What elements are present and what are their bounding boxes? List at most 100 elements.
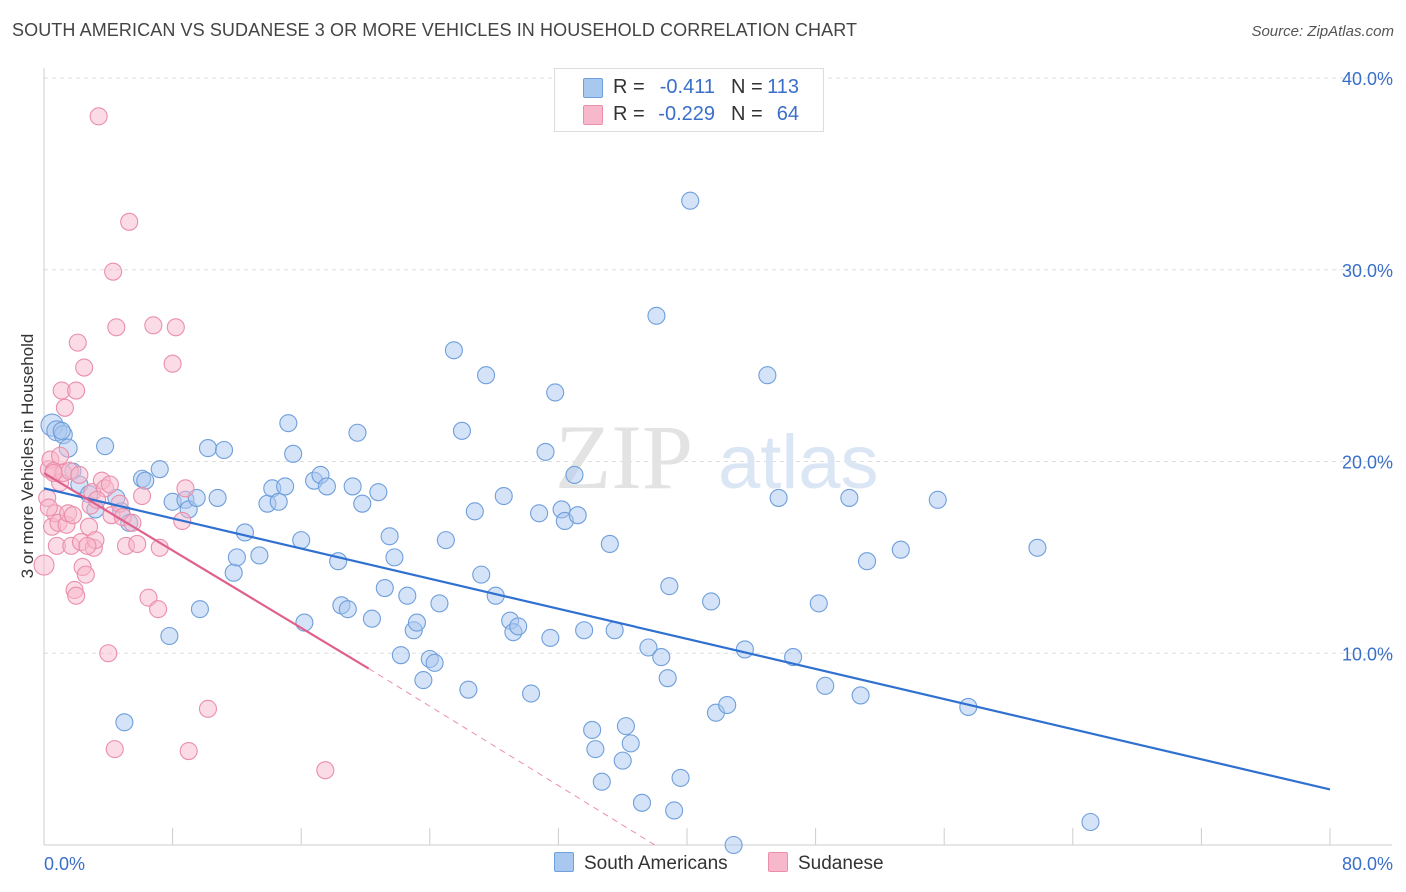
south-american-point (362, 609, 381, 628)
sudanese-trendline (43, 472, 370, 670)
y-axis-label: 3 or more Vehicles in Household (18, 333, 37, 579)
legend-item-sudanese[interactable]: Sudanese (768, 852, 884, 876)
sudanese-point (105, 740, 124, 759)
y-tick-label: 40.0% (1342, 69, 1393, 89)
points-layer (33, 107, 1100, 855)
south-american-point (430, 594, 449, 613)
legend-label: South Americans (584, 853, 728, 874)
south-american-point (276, 477, 295, 496)
south-american-point (208, 488, 227, 507)
tick-label-layer: 10.0% 20.0% 30.0% 40.0% 0.0% 80.0% (44, 69, 1393, 874)
south-american-point (190, 600, 209, 619)
south-american-point (235, 523, 254, 542)
r-value: -0.411 (659, 76, 715, 98)
n-value: 64 (776, 103, 799, 125)
legend-item-south-americans[interactable]: South Americans (554, 852, 728, 876)
sudanese-point (76, 565, 95, 584)
south-american-point (269, 492, 288, 511)
sudanese-point (67, 586, 86, 605)
south-american-point (414, 671, 433, 690)
south-american-point (702, 592, 721, 611)
south-american-point (840, 488, 859, 507)
sudanese-point (55, 398, 74, 417)
grid-layer (44, 77, 1392, 654)
south-american-point (52, 421, 71, 440)
sudanese-point (78, 536, 97, 555)
sudanese-trendline-extension (368, 668, 656, 846)
sudanese-point (179, 741, 198, 761)
y-tick-label: 10.0% (1342, 644, 1393, 664)
south-american-point (568, 506, 587, 525)
n-label: N = (731, 103, 763, 125)
sudanese-point (107, 318, 126, 337)
south-american-point (891, 540, 910, 559)
south-american-point (600, 534, 619, 554)
south-american-point (928, 490, 947, 509)
sudanese-point (67, 381, 86, 400)
south-american-point (1028, 538, 1047, 557)
sudanese-point (128, 534, 147, 554)
south-american-point (436, 531, 455, 550)
sudanese-point (166, 318, 185, 337)
sudanese-point (51, 446, 70, 465)
south-american-point (375, 579, 394, 598)
south-american-point (348, 423, 367, 442)
south-american-point (452, 421, 472, 440)
blue-swatch (554, 852, 574, 872)
south-american-point (816, 676, 835, 695)
south-american-point (224, 563, 243, 582)
south-american-point (613, 751, 632, 770)
stats-box: R = -0.411 N = 113 R = -0.229 N = 64 (554, 68, 824, 132)
sudanese-point (144, 316, 163, 335)
legend-label: Sudanese (798, 853, 884, 874)
south-american-point (250, 546, 269, 565)
south-american-point (530, 504, 549, 523)
south-american-point (459, 680, 478, 699)
blue-swatch (583, 78, 603, 98)
south-american-point (665, 801, 684, 820)
n-value: 113 (767, 76, 799, 98)
south-american-point (536, 442, 555, 461)
sudanese-point (33, 554, 55, 576)
watermark: ZIP (555, 406, 693, 508)
r-value: -0.229 (658, 103, 715, 125)
south-american-point (214, 440, 234, 460)
south-american-point (477, 366, 496, 385)
south-american-point (343, 477, 362, 496)
south-american-point (660, 577, 679, 596)
south-american-point (353, 494, 372, 513)
south-american-point (317, 477, 336, 496)
south-american-point (652, 648, 671, 667)
south-american-point (338, 600, 357, 619)
x-tick-label: 80.0% (1342, 854, 1393, 874)
south-american-point (284, 444, 303, 463)
y-tick-label: 30.0% (1342, 261, 1393, 281)
source-label: Source: ZipAtlas.com (1251, 23, 1394, 40)
south-american-point (735, 640, 754, 659)
south-american-point (494, 486, 513, 506)
south-american-point (639, 638, 658, 657)
south-american-point (472, 565, 491, 584)
south-american-point (565, 465, 584, 484)
south-american-point (632, 793, 652, 812)
r-label: R = (613, 103, 645, 125)
south-american-point (150, 460, 169, 479)
south-american-point (380, 527, 399, 546)
south-american-point (621, 734, 640, 753)
sudanese-point (133, 486, 152, 506)
sudanese-point (316, 761, 335, 780)
sudanese-point (104, 262, 123, 281)
sudanese-point (63, 506, 82, 525)
south-american-point (658, 669, 677, 688)
south-american-point (369, 483, 388, 502)
south-american-point (583, 720, 602, 740)
sudanese-point (99, 644, 118, 663)
r-label: R = (613, 76, 645, 98)
south-american-point (407, 613, 426, 632)
south-american-point (425, 653, 444, 672)
sudanese-point (176, 479, 195, 498)
south-american-point (444, 341, 463, 360)
south-american-point (681, 191, 700, 210)
pink-swatch (583, 105, 603, 125)
